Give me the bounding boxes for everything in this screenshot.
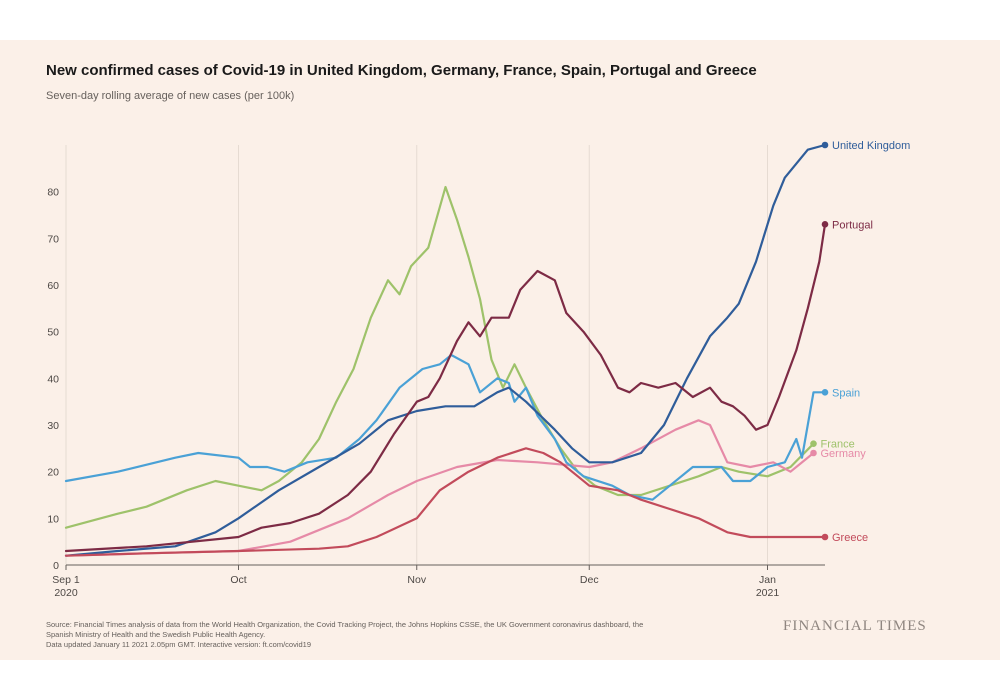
x-tick-label: Oct [230, 574, 246, 586]
series-line-portugal [64, 223, 827, 553]
series-end-marker [821, 533, 829, 541]
chart-subtitle: Seven-day rolling average of new cases (… [46, 90, 295, 102]
x-tick-label: Sep 1 [52, 574, 80, 586]
series-end-marker [821, 141, 829, 149]
series-label: Germany [821, 448, 867, 460]
ft-logo: FINANCIAL TIMES [783, 618, 927, 634]
series-label: United Kingdom [832, 140, 910, 152]
x-tick-label: Jan [759, 574, 776, 586]
y-tick-label: 80 [47, 187, 59, 199]
chart-title: New confirmed cases of Covid-19 in Unite… [46, 62, 757, 79]
series-label: France [821, 439, 855, 451]
x-tick-label: Dec [580, 574, 599, 586]
series-line-spain [64, 353, 827, 501]
y-tick-label: 70 [47, 233, 59, 245]
series-line-united-kingdom [64, 143, 827, 557]
y-tick-label: 40 [47, 373, 59, 385]
source-line-1: Source: Financial Times analysis of data… [46, 620, 644, 629]
chart-panel: New confirmed cases of Covid-19 in Unite… [0, 40, 1000, 660]
series-line-france [64, 185, 815, 529]
series-end-marker [810, 449, 817, 457]
x-tick-sublabel: 2020 [54, 587, 78, 599]
series-label: Spain [832, 387, 860, 399]
series-label: Portugal [832, 219, 873, 231]
y-tick-label: 60 [47, 280, 59, 292]
y-tick-label: 0 [53, 560, 59, 572]
source-note: Source: Financial Times analysis of data… [46, 620, 766, 650]
y-tick-label: 30 [47, 420, 59, 432]
x-tick-sublabel: 2021 [756, 587, 780, 599]
series-end-marker [821, 389, 829, 396]
y-tick-label: 10 [47, 513, 59, 525]
series-end-marker [810, 440, 817, 447]
series-end-marker [821, 221, 829, 228]
x-tick-label: Nov [407, 574, 426, 586]
source-line-3: Data updated January 11 2021 2.05pm GMT.… [46, 640, 312, 649]
y-tick-label: 20 [47, 467, 59, 479]
y-tick-label: 50 [47, 327, 59, 339]
series-line-germany [64, 419, 815, 557]
source-line-2: Spanish Ministry of Health and the Swedi… [46, 630, 266, 639]
series-line-greece [64, 447, 827, 557]
series-label: Greece [832, 532, 868, 544]
